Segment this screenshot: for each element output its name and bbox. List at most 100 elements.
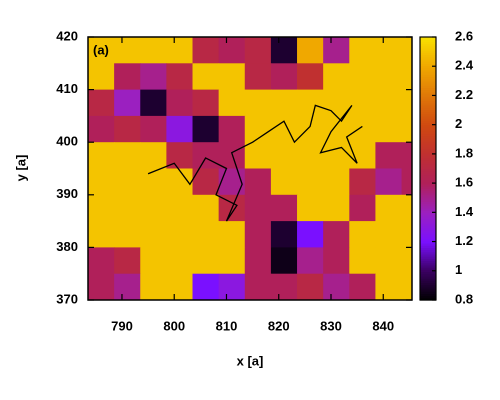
x-axis-label: x [a]	[237, 353, 264, 368]
heat-cell	[375, 37, 403, 64]
heat-cell	[140, 115, 167, 143]
heat-cell	[401, 168, 412, 196]
heat-cell	[88, 221, 115, 248]
colorbar-band	[420, 234, 436, 238]
colorbar-band	[420, 297, 436, 301]
colorbar-band	[420, 65, 436, 69]
colorbar-band	[420, 289, 436, 292]
colorbar-band	[420, 146, 436, 150]
heat-cell	[244, 168, 272, 196]
heat-cell	[192, 273, 220, 300]
heat-cell	[401, 221, 412, 248]
heat-cell	[88, 63, 115, 91]
colorbar-band	[420, 273, 436, 277]
heat-cell	[297, 221, 324, 248]
heat-cell	[218, 89, 246, 117]
colorbar-band	[420, 177, 436, 181]
colorbar-band	[420, 175, 436, 178]
colorbar-tick-label: 1	[455, 262, 462, 277]
heat-cell	[375, 115, 403, 143]
colorbar-tick-label: 0.8	[455, 291, 473, 306]
heat-cell	[166, 89, 194, 117]
heat-cell	[140, 247, 167, 275]
heat-cell	[270, 273, 298, 300]
colorbar-band	[420, 170, 436, 174]
colorbar-band	[420, 229, 436, 233]
colorbar-band	[420, 115, 436, 119]
heat-cell	[349, 273, 376, 300]
colorbar-band	[420, 41, 436, 45]
heat-cell	[244, 89, 272, 117]
panel-label: (a)	[93, 42, 109, 57]
colorbar-band	[420, 243, 436, 246]
colorbar-band	[420, 72, 436, 75]
colorbar-band	[420, 74, 436, 78]
heat-cell	[166, 115, 194, 143]
heat-cell	[140, 194, 167, 222]
colorbar-tick-label: 1.6	[455, 175, 473, 190]
x-tick-label: 830	[320, 318, 342, 333]
colorbar-band	[420, 133, 436, 137]
heat-cell	[375, 247, 403, 275]
colorbar-band	[420, 39, 436, 42]
colorbar-band	[420, 76, 436, 80]
heat-cell	[375, 221, 403, 248]
heat-cell	[114, 247, 141, 275]
heat-cell	[270, 37, 298, 64]
heat-cell	[192, 247, 220, 275]
colorbar-band	[420, 181, 436, 185]
heat-cell	[140, 221, 167, 248]
colorbar-band	[420, 98, 436, 102]
heat-cell	[114, 194, 141, 222]
colorbar-band	[420, 212, 436, 216]
heat-cell	[323, 63, 350, 91]
colorbar-band	[420, 137, 436, 141]
colorbar-band	[420, 52, 436, 56]
colorbar-band	[420, 295, 436, 299]
heat-cell	[166, 168, 194, 196]
colorbar-band	[420, 164, 436, 167]
heat-cell	[88, 142, 115, 169]
colorbar-band	[420, 93, 436, 97]
colorbar-band	[420, 80, 436, 84]
heat-cell	[114, 273, 141, 300]
colorbar-band	[420, 166, 436, 170]
colorbar-band	[420, 144, 436, 148]
colorbar-band	[420, 221, 436, 224]
colorbar-band	[420, 286, 436, 290]
heat-cell	[297, 63, 324, 91]
colorbar-band	[420, 150, 436, 154]
colorbar-band	[420, 56, 436, 60]
colorbar-band	[420, 153, 436, 156]
colorbar-band	[420, 210, 436, 213]
colorbar-band	[420, 91, 436, 95]
x-tick-label: 820	[268, 318, 290, 333]
colorbar-band	[420, 218, 436, 222]
heat-cell	[166, 273, 194, 300]
heat-cell	[270, 247, 298, 275]
colorbar-band	[420, 113, 436, 117]
colorbar-band	[420, 172, 436, 176]
colorbar-band	[420, 45, 436, 49]
colorbar-band	[420, 245, 436, 248]
heat-cell	[349, 194, 376, 222]
colorbar-band	[420, 199, 436, 202]
colorbar-tick-label: 1.2	[455, 233, 473, 248]
colorbar-tick-label: 2.2	[455, 87, 473, 102]
colorbar-band	[420, 155, 436, 159]
heat-cell	[192, 63, 220, 91]
heat-cell	[218, 115, 246, 143]
heat-cell	[270, 63, 298, 91]
colorbar-band	[420, 54, 436, 58]
heat-cell	[140, 63, 167, 91]
plot-frame	[87, 36, 413, 301]
heat-cell	[244, 221, 272, 248]
colorbar-band	[420, 102, 436, 106]
heat-cell	[270, 142, 298, 169]
colorbar-band	[420, 67, 436, 71]
colorbar-tick-label: 1.4	[455, 204, 474, 219]
heatmap	[88, 37, 412, 300]
heat-cell	[323, 194, 350, 222]
colorbar-band	[420, 249, 436, 253]
heat-cell	[401, 115, 412, 143]
